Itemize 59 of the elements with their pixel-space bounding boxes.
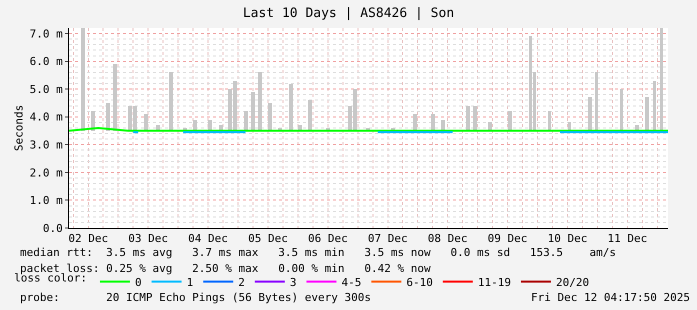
bar bbox=[208, 120, 212, 131]
y-tick-label: 1.0 m bbox=[30, 194, 64, 208]
legend-label: 6-10 bbox=[406, 276, 433, 289]
y-tick-label: 5.0 m bbox=[30, 82, 64, 96]
bar bbox=[588, 97, 592, 131]
legend-label: 1 bbox=[186, 276, 194, 289]
bar bbox=[441, 120, 445, 131]
bar bbox=[620, 89, 623, 131]
legend-label: 11-19 bbox=[478, 276, 511, 289]
bar bbox=[81, 28, 85, 131]
bar bbox=[431, 114, 435, 131]
y-tick-label: 6.0 m bbox=[30, 55, 64, 68]
bar bbox=[548, 111, 551, 131]
bar bbox=[106, 103, 110, 131]
bar bbox=[251, 92, 255, 131]
bar bbox=[529, 36, 532, 131]
y-tick-label: 7.0 m bbox=[30, 27, 64, 40]
legend-label: 2 bbox=[238, 276, 245, 289]
bar bbox=[653, 81, 656, 131]
y-tick-label: 0.0 bbox=[42, 222, 63, 235]
x-tick-label: 08 Dec bbox=[428, 232, 468, 246]
bar bbox=[660, 28, 663, 131]
bar bbox=[508, 111, 512, 131]
bar bbox=[645, 97, 649, 131]
bar bbox=[169, 72, 173, 131]
bar bbox=[308, 100, 312, 131]
x-tick-label: 04 Dec bbox=[188, 232, 228, 246]
bar bbox=[466, 106, 470, 131]
text: median rtt: 3.5 ms avg 3.7 ms max 3.5 ms min 3.5 ms now 0.0 ms sd 153.5 am/s bbox=[20, 246, 616, 259]
x-tick-label: 09 Dec bbox=[488, 232, 528, 246]
bar bbox=[144, 114, 148, 131]
bar bbox=[193, 120, 197, 131]
x-tick-label: 05 Dec bbox=[248, 232, 288, 246]
x-tick-label: 02 Dec bbox=[68, 232, 108, 246]
bar bbox=[91, 111, 95, 131]
y-tick-label: 4.0 m bbox=[30, 110, 64, 124]
text: probe: 20 ICMP Echo Pings (56 Bytes) every 300s bbox=[20, 291, 371, 304]
chart-title: Last 10 Days | AS8426 | Son bbox=[242, 6, 454, 21]
x-tick-label: 07 Dec bbox=[368, 232, 408, 246]
legend-label: 3 bbox=[290, 276, 296, 289]
legend-label: 4-5 bbox=[341, 276, 362, 289]
bar bbox=[473, 106, 477, 131]
y-tick-label: 2.0 m bbox=[30, 166, 64, 180]
bar bbox=[595, 72, 598, 131]
bar bbox=[289, 84, 293, 131]
bar bbox=[258, 72, 262, 131]
y-tick-label: 3.0 m bbox=[30, 138, 64, 152]
x-tick-label: 11 Dec bbox=[607, 232, 648, 246]
x-tick-label: 06 Dec bbox=[308, 232, 348, 246]
bar bbox=[244, 111, 248, 131]
bar bbox=[268, 103, 272, 131]
x-tick-label: 10 Dec bbox=[548, 232, 588, 246]
legend-label: 0 bbox=[134, 276, 142, 289]
y-axis-title: Seconds bbox=[12, 104, 26, 152]
x-tick-label: 03 Dec bbox=[128, 232, 168, 246]
bar bbox=[413, 114, 417, 131]
bar bbox=[113, 64, 117, 131]
legend-label: 20/20 bbox=[556, 276, 590, 289]
text: Fri Dec 12 04:17:50 2025 bbox=[531, 291, 690, 304]
